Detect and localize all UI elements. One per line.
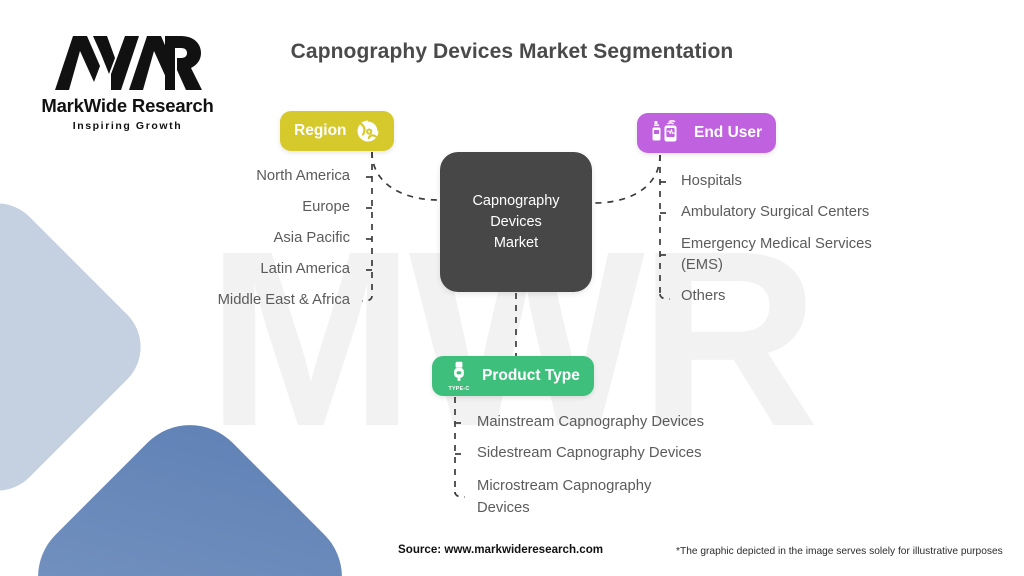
center-node-line-1: Capnography xyxy=(472,192,560,209)
mwr-logo-icon xyxy=(54,36,202,90)
decorative-shape-dark xyxy=(13,400,367,576)
medical-devices-icon xyxy=(651,120,685,146)
branch-badge-product-type[interactable]: TYPE-C Product Type xyxy=(432,356,594,396)
center-node-line-2: Devices xyxy=(490,213,542,230)
center-node-label: Capnography Devices Market xyxy=(462,191,569,254)
brand-logo: MarkWide Research Inspiring Growth xyxy=(25,32,230,132)
brand-name: MarkWide Research xyxy=(41,95,214,116)
connector-enduser-stub-4 xyxy=(659,293,671,300)
leaf-region-5[interactable]: Middle East & Africa xyxy=(217,292,350,308)
leaf-region-1[interactable]: North America xyxy=(256,168,350,184)
center-node-line-3: Market xyxy=(493,234,539,251)
type-c-caption: TYPE-C xyxy=(448,386,470,392)
connector-enduser-to-center xyxy=(594,154,661,204)
leaf-end-user-3[interactable]: Emergency Medical Services (EMS) xyxy=(681,236,872,273)
leaf-end-user-1[interactable]: Hospitals xyxy=(681,173,742,189)
center-node[interactable]: Capnography Devices Market xyxy=(440,152,592,292)
leaf-region-3[interactable]: Asia Pacific xyxy=(273,230,350,246)
branch-badge-region[interactable]: Region xyxy=(280,111,394,151)
leaf-end-user-4[interactable]: Others xyxy=(681,288,726,304)
type-c-connector-icon: TYPE-C xyxy=(446,361,472,392)
branch-label-region: Region xyxy=(294,122,347,140)
connector-region-to-center xyxy=(371,151,439,201)
leaf-region-4[interactable]: Latin America xyxy=(260,261,350,277)
leaf-region-2[interactable]: Europe xyxy=(302,199,350,215)
branch-label-end-user: End User xyxy=(694,124,763,142)
branch-label-product-type: Product Type xyxy=(482,367,580,385)
connector-product-stub-3 xyxy=(454,491,466,498)
page-title: Capnography Devices Market Segmentation xyxy=(290,40,734,63)
leaf-product-type-3[interactable]: Microstream Capnography Devices xyxy=(477,478,652,516)
leaf-end-user-2[interactable]: Ambulatory Surgical Centers xyxy=(681,204,870,220)
connector-region-stub-5 xyxy=(361,295,373,302)
leaf-product-type-2[interactable]: Sidestream Capnography Devices xyxy=(477,445,702,461)
leaf-product-type-1[interactable]: Mainstream Capnography Devices xyxy=(477,414,704,430)
source-label[interactable]: Source: www.markwideresearch.com xyxy=(398,543,604,556)
brand-tagline: Inspiring Growth xyxy=(72,120,183,132)
disclaimer-label: *The graphic depicted in the image serve… xyxy=(676,546,1003,557)
branch-badge-end-user[interactable]: End User xyxy=(637,113,777,153)
globe-icon xyxy=(356,119,380,143)
